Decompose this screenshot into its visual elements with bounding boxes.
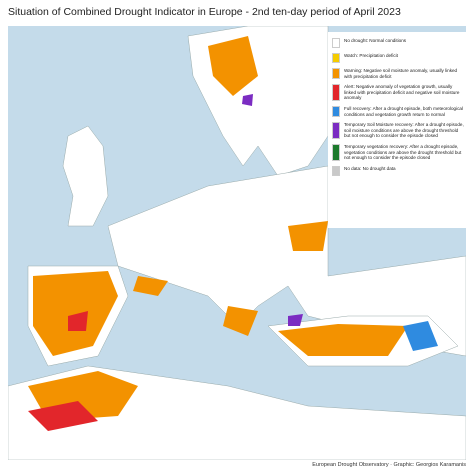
legend-swatch (332, 165, 340, 176)
legend-label: Alert: Negative anomaly of vegetation gr… (344, 84, 460, 101)
legend-item: Temporary Soil Moisture recovery: After … (332, 122, 464, 139)
legend-item: No data: No drought data (332, 165, 464, 176)
area (208, 36, 258, 96)
legend-label: Warning: Negative soil moisture anomaly,… (344, 68, 458, 79)
legend-label: No data: No drought data (344, 165, 396, 171)
legend-swatch (332, 143, 340, 161)
legend-swatch (332, 105, 340, 118)
area (288, 314, 303, 326)
map-title: Situation of Combined Drought Indicator … (8, 6, 401, 18)
legend-item: Full recovery: After a drought episode, … (332, 105, 464, 118)
legend-label: Temporary Soil Moisture recovery: After … (344, 122, 464, 139)
legend-item: Watch: Precipitation deficit (332, 53, 464, 63)
alert-areas (28, 311, 98, 431)
area (242, 94, 253, 106)
area (403, 321, 438, 351)
area (33, 271, 118, 356)
legend-swatch (332, 122, 340, 139)
legend-swatch (332, 38, 340, 48)
legend-item: Warning: Negative soil moisture anomaly,… (332, 68, 464, 80)
britain (62, 125, 109, 227)
recovery-areas (403, 321, 438, 351)
legend-label: Watch: Precipitation deficit (344, 53, 398, 58)
area (28, 401, 98, 431)
area (68, 311, 88, 331)
source-credit: European Drought Observatory · Graphic: … (312, 462, 466, 468)
area (133, 276, 168, 296)
legend-item: Temporary vegetation recovery: After a d… (332, 143, 464, 161)
legend-label: Temporary vegetation recovery: After a d… (344, 143, 462, 161)
legend-swatch (332, 68, 340, 80)
legend: No drought: Normal conditions Watch: Prec… (328, 32, 468, 228)
legend-item: No drought: Normal conditions (332, 38, 464, 48)
legend-label: Full recovery: After a drought episode, … (344, 105, 463, 117)
legend-item: Alert: Negative anomaly of vegetation gr… (332, 84, 464, 101)
area (223, 306, 258, 336)
area (278, 324, 408, 356)
legend-swatch (332, 53, 340, 63)
legend-label: No drought: Normal conditions (344, 38, 407, 43)
legend-swatch (332, 84, 340, 101)
soil-recovery-areas (242, 94, 303, 326)
area (288, 221, 328, 251)
drought-areas (28, 36, 408, 421)
